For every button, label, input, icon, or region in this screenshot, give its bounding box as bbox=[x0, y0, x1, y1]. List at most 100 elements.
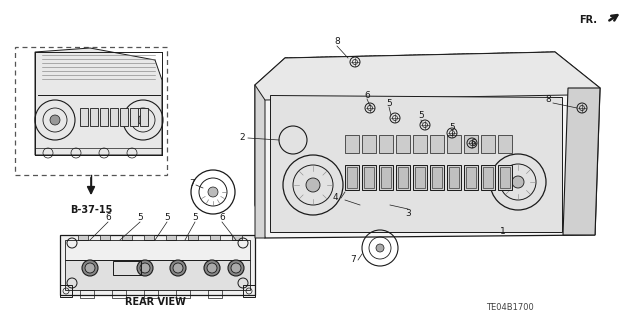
Circle shape bbox=[207, 263, 217, 273]
Bar bbox=[113, 261, 141, 275]
Polygon shape bbox=[255, 52, 600, 238]
Bar bbox=[447, 135, 461, 153]
Circle shape bbox=[137, 260, 153, 276]
Text: 4: 4 bbox=[332, 194, 338, 203]
Circle shape bbox=[170, 260, 186, 276]
Circle shape bbox=[228, 260, 244, 276]
Circle shape bbox=[138, 115, 148, 125]
Bar bbox=[447, 165, 461, 190]
Bar bbox=[413, 165, 427, 190]
Circle shape bbox=[231, 263, 241, 273]
Bar bbox=[396, 165, 410, 190]
Text: REAR VIEW: REAR VIEW bbox=[125, 297, 186, 307]
Bar bbox=[112, 290, 126, 298]
Circle shape bbox=[50, 115, 60, 125]
Bar bbox=[430, 165, 444, 190]
Text: 6: 6 bbox=[219, 213, 225, 222]
Text: 8: 8 bbox=[545, 95, 551, 105]
Bar bbox=[110, 108, 118, 126]
Text: 5: 5 bbox=[137, 213, 143, 222]
Text: 5: 5 bbox=[164, 213, 170, 222]
Bar bbox=[347, 167, 357, 188]
Text: 3: 3 bbox=[405, 209, 411, 218]
Circle shape bbox=[306, 178, 320, 192]
Text: 5: 5 bbox=[192, 213, 198, 222]
Bar bbox=[379, 135, 393, 153]
Bar bbox=[144, 290, 158, 298]
Bar bbox=[345, 135, 359, 153]
Bar bbox=[100, 235, 110, 240]
Bar bbox=[208, 290, 222, 298]
Text: 6: 6 bbox=[105, 213, 111, 222]
Bar bbox=[466, 167, 476, 188]
Text: 5: 5 bbox=[386, 99, 392, 108]
Bar bbox=[345, 165, 359, 190]
Bar bbox=[413, 135, 427, 153]
Bar bbox=[122, 235, 132, 240]
Bar bbox=[381, 167, 391, 188]
Bar bbox=[100, 108, 108, 126]
Bar bbox=[176, 290, 190, 298]
Text: 7: 7 bbox=[189, 179, 195, 188]
Polygon shape bbox=[255, 80, 265, 238]
Bar bbox=[500, 167, 510, 188]
Text: 5: 5 bbox=[449, 123, 455, 132]
Text: 7: 7 bbox=[350, 256, 356, 264]
Bar bbox=[396, 135, 410, 153]
Bar bbox=[464, 135, 478, 153]
Bar bbox=[188, 235, 198, 240]
Bar bbox=[430, 135, 444, 153]
Bar bbox=[398, 167, 408, 188]
Polygon shape bbox=[270, 95, 562, 232]
Bar bbox=[364, 167, 374, 188]
Polygon shape bbox=[65, 260, 250, 290]
Bar bbox=[80, 108, 88, 126]
Circle shape bbox=[140, 263, 150, 273]
Circle shape bbox=[208, 187, 218, 197]
Polygon shape bbox=[563, 88, 600, 235]
Bar bbox=[130, 108, 138, 126]
Bar bbox=[60, 285, 72, 297]
Bar bbox=[80, 290, 94, 298]
Bar bbox=[415, 167, 425, 188]
Polygon shape bbox=[60, 235, 255, 295]
Text: TE04B1700: TE04B1700 bbox=[486, 303, 534, 313]
Bar bbox=[362, 135, 376, 153]
Circle shape bbox=[82, 260, 98, 276]
Bar bbox=[379, 165, 393, 190]
Circle shape bbox=[85, 263, 95, 273]
Text: FR.: FR. bbox=[579, 15, 597, 25]
Bar bbox=[140, 108, 148, 126]
Text: 5: 5 bbox=[418, 112, 424, 121]
Text: 8: 8 bbox=[334, 38, 340, 47]
Bar bbox=[65, 240, 250, 260]
Bar bbox=[232, 235, 242, 240]
Bar bbox=[432, 167, 442, 188]
Polygon shape bbox=[255, 52, 600, 100]
Polygon shape bbox=[35, 48, 162, 155]
Bar bbox=[449, 167, 459, 188]
Bar bbox=[166, 235, 176, 240]
Bar bbox=[464, 165, 478, 190]
Bar bbox=[210, 235, 220, 240]
Circle shape bbox=[512, 176, 524, 188]
Bar bbox=[362, 165, 376, 190]
Circle shape bbox=[204, 260, 220, 276]
Text: 6: 6 bbox=[364, 91, 370, 100]
Bar bbox=[120, 108, 128, 126]
Bar bbox=[15, 47, 167, 175]
Circle shape bbox=[376, 244, 384, 252]
Bar bbox=[481, 135, 495, 153]
Circle shape bbox=[173, 263, 183, 273]
Bar bbox=[144, 235, 154, 240]
Bar bbox=[498, 165, 512, 190]
Text: 6: 6 bbox=[470, 138, 476, 147]
Text: 1: 1 bbox=[500, 227, 506, 236]
Bar bbox=[481, 165, 495, 190]
Text: 2: 2 bbox=[239, 133, 245, 143]
Bar bbox=[483, 167, 493, 188]
Bar bbox=[498, 135, 512, 153]
Bar bbox=[90, 108, 98, 126]
Bar bbox=[243, 285, 255, 297]
Text: B-37-15: B-37-15 bbox=[70, 205, 112, 215]
